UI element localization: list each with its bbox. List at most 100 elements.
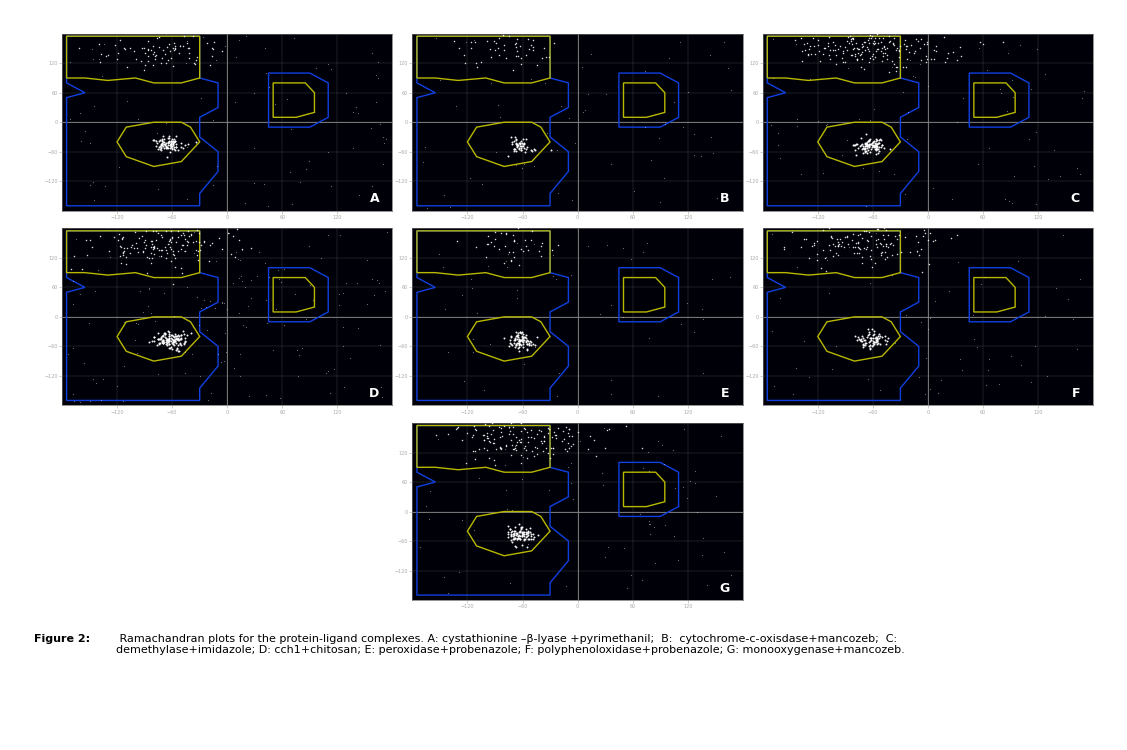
Point [190,236,208,248]
Point [855,339,873,351]
Point [509,529,527,541]
Point [831,238,849,250]
Point [509,530,527,542]
Point [820,53,838,65]
Point [1028,126,1046,138]
Point [857,138,875,150]
Point [163,135,181,147]
Point [640,332,658,344]
Point [176,233,194,245]
Point [139,43,157,55]
Point [505,236,523,248]
Point [562,457,580,469]
Point [912,316,930,328]
Point [867,140,885,152]
Point [504,229,522,241]
Point [868,332,886,344]
Point [520,338,538,350]
Point [514,332,532,344]
Point [868,332,886,344]
Point [858,138,876,150]
Point [842,34,860,46]
Point [154,335,172,347]
Point [860,45,878,57]
Point [868,140,886,152]
Point [857,145,875,157]
Point [364,289,382,301]
Point [992,87,1010,99]
Point [855,63,873,75]
Point [911,371,929,383]
Point [518,542,536,554]
Point [524,338,542,350]
Point [815,42,833,54]
Point [513,523,531,535]
Point [153,329,171,341]
Point [502,254,520,266]
Point [171,262,189,274]
Point [150,333,168,345]
Point [145,315,163,327]
Point [177,334,195,346]
Point [161,140,179,152]
Point [614,242,632,254]
Point [260,81,278,93]
Point [152,331,170,343]
Point [823,232,841,244]
Text: Ramachandran plots for the protein-ligand complexes. A: cystathionine –β-lyase +: Ramachandran plots for the protein-ligan… [116,634,905,656]
Point [159,136,177,148]
Point [194,31,212,43]
Point [153,244,171,256]
Point [882,249,900,261]
Point [85,194,103,206]
Point [140,284,158,296]
Point [481,44,499,55]
Point [827,50,845,62]
Point [188,245,206,257]
Point [467,424,485,436]
Point [552,435,570,447]
Point [665,95,683,107]
Point [149,333,167,345]
Point [560,442,578,454]
Point [158,41,176,53]
Point [178,138,196,150]
Point [142,257,160,269]
Point [855,334,873,346]
Point [275,319,293,331]
Point [499,528,517,540]
Point [156,142,174,154]
Point [512,525,530,537]
Point [160,135,178,147]
Point [470,443,488,455]
Point [518,526,536,538]
Point [885,168,903,180]
Point [808,254,826,266]
Point [852,132,870,144]
Point [505,533,523,545]
Point [158,244,176,256]
Point [73,263,91,275]
Point [944,46,962,58]
Point [175,230,193,242]
Point [520,538,538,550]
Point [152,229,170,241]
Point [291,176,309,188]
Point [165,44,183,56]
Point [672,36,690,48]
Point [515,526,533,538]
Point [453,514,471,526]
Point [651,196,669,208]
Point [444,34,462,46]
Point [224,230,242,242]
Point [639,446,657,458]
Point [869,330,887,342]
Point [375,285,393,297]
Point [505,136,523,148]
Point [113,233,131,245]
Point [237,30,255,42]
Point [174,325,192,337]
Point [1012,358,1030,370]
Point [878,251,896,263]
Point [476,429,494,441]
